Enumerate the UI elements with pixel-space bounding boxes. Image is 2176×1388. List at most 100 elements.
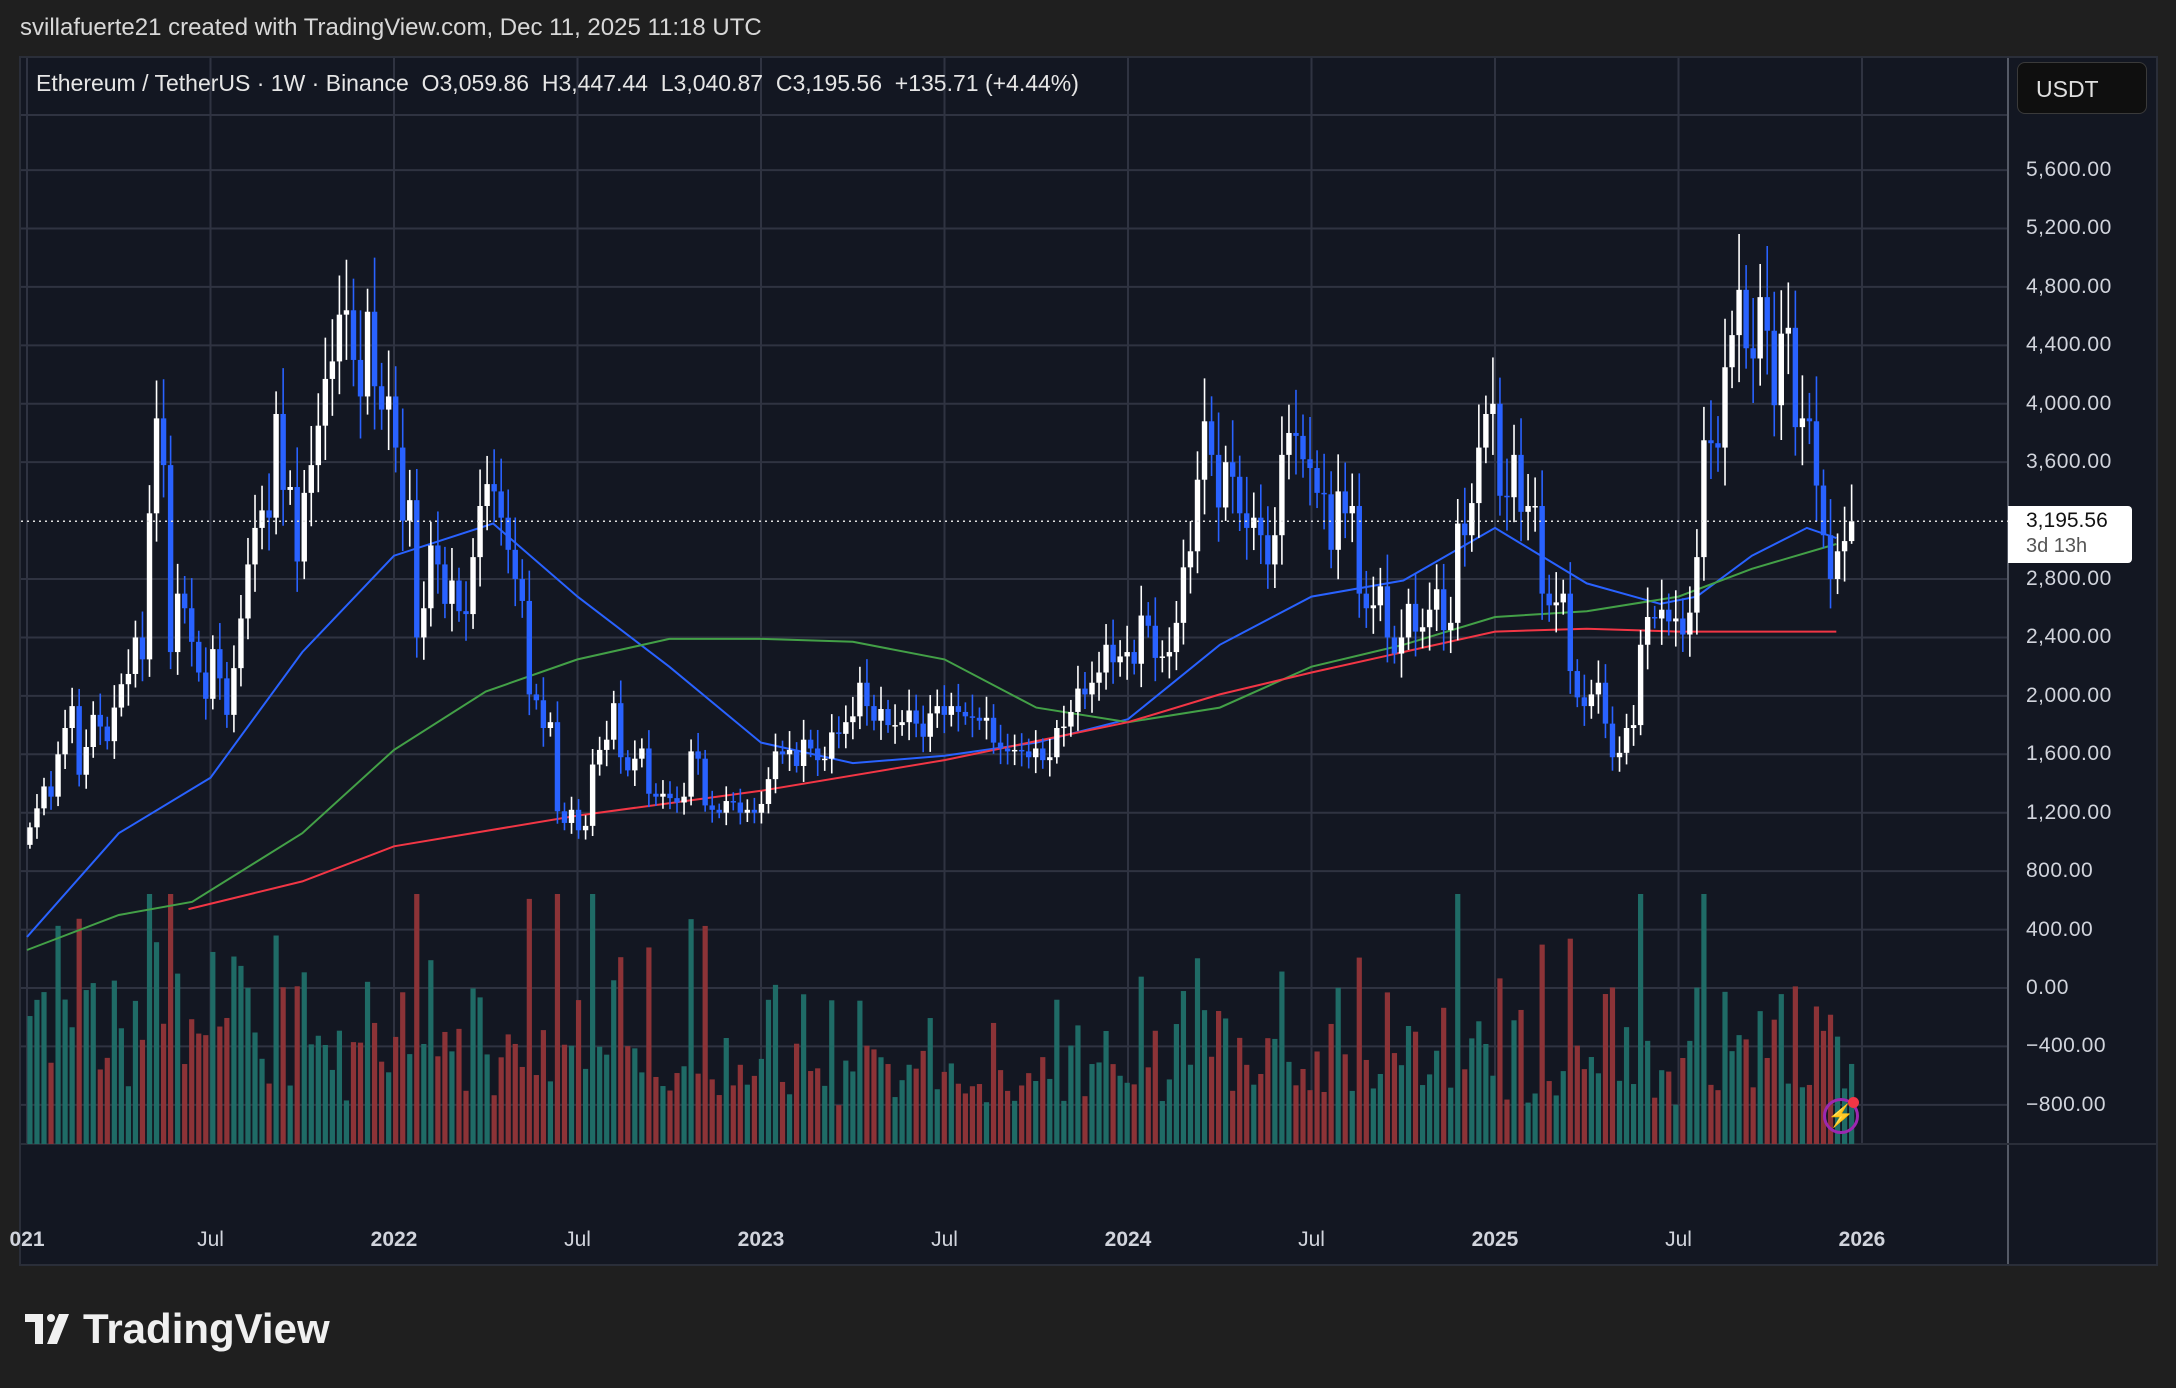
candle-body bbox=[280, 413, 286, 490]
candle-body bbox=[1328, 494, 1334, 550]
time-tick-label: Jul bbox=[931, 1228, 958, 1251]
candle-body bbox=[1469, 503, 1475, 536]
candle-body bbox=[1321, 492, 1327, 495]
volume-bar bbox=[1419, 1085, 1426, 1144]
volume-bar bbox=[407, 1054, 413, 1144]
candle-body bbox=[519, 579, 525, 601]
price-tick-label: 1,600.00 bbox=[2026, 742, 2112, 766]
volume-bar bbox=[463, 1090, 469, 1144]
volume-bar bbox=[843, 1060, 849, 1144]
candle-body bbox=[1750, 348, 1756, 359]
volume-bar bbox=[1771, 1019, 1777, 1144]
volume-bar bbox=[1785, 1083, 1791, 1144]
price-tick-label: 1,200.00 bbox=[2026, 800, 2112, 824]
volume-bar bbox=[69, 1027, 75, 1144]
volume-bar bbox=[920, 1050, 926, 1144]
volume-bar bbox=[674, 1073, 680, 1144]
candle-body bbox=[920, 723, 926, 737]
candle-body bbox=[1391, 637, 1398, 654]
candle-body bbox=[1208, 421, 1215, 455]
volume-bar bbox=[1321, 1091, 1327, 1144]
candle-body bbox=[1152, 625, 1159, 658]
volume-bar bbox=[1616, 1080, 1623, 1144]
volume-bar bbox=[948, 1063, 954, 1144]
volume-bar bbox=[336, 1030, 343, 1144]
volume-bar bbox=[1813, 1006, 1820, 1144]
volume-bar bbox=[273, 935, 279, 1144]
volume-bar bbox=[1054, 999, 1060, 1144]
candle-body bbox=[1497, 403, 1503, 496]
volume-bar bbox=[491, 1095, 497, 1144]
candle-body bbox=[1412, 603, 1419, 632]
volume-bar bbox=[934, 1089, 940, 1144]
volume-bar bbox=[1180, 991, 1187, 1144]
volume-bar bbox=[259, 1058, 265, 1144]
candle-body bbox=[231, 668, 237, 715]
candle-body bbox=[1476, 447, 1482, 504]
volume-bar bbox=[1659, 1070, 1665, 1144]
candle-body bbox=[1637, 644, 1644, 726]
volume-bar bbox=[252, 1032, 258, 1144]
candle-body bbox=[618, 703, 624, 758]
volume-bar bbox=[885, 1064, 891, 1144]
candle-body bbox=[400, 447, 406, 521]
volume-bar bbox=[1026, 1073, 1032, 1144]
candle-body bbox=[421, 608, 427, 638]
candle-body bbox=[1708, 440, 1714, 444]
volume-bar bbox=[301, 972, 307, 1144]
volume-bar bbox=[364, 981, 371, 1144]
volume-bar bbox=[1173, 1024, 1180, 1144]
volume-bar bbox=[34, 999, 40, 1144]
candle-body bbox=[160, 418, 167, 466]
volume-bar bbox=[1722, 991, 1728, 1144]
candle-body bbox=[364, 311, 371, 397]
time-tick-label: Jul bbox=[197, 1228, 224, 1251]
price-tick-label: 2,000.00 bbox=[2026, 683, 2112, 707]
volume-bar bbox=[618, 957, 624, 1144]
candle-body bbox=[1342, 491, 1348, 514]
lightning-icon[interactable]: ⚡ bbox=[1823, 1098, 1859, 1134]
volume-bar bbox=[1595, 1073, 1602, 1144]
candle-body bbox=[1096, 672, 1102, 683]
volume-bar bbox=[1680, 1058, 1686, 1144]
volume-bar bbox=[1504, 1099, 1510, 1144]
volume-bar bbox=[1223, 1018, 1229, 1144]
candle-body bbox=[1455, 523, 1461, 623]
volume-bar bbox=[217, 1026, 223, 1144]
price-tick-label: 4,000.00 bbox=[2026, 391, 2112, 415]
candle-body bbox=[41, 786, 47, 809]
volume-bar bbox=[1405, 1025, 1412, 1144]
volume-bar bbox=[1630, 1084, 1637, 1144]
symbol-name[interactable]: Ethereum / TetherUS · 1W · Binance bbox=[36, 70, 409, 96]
volume-bar bbox=[1356, 957, 1362, 1144]
candle-body bbox=[1532, 506, 1538, 508]
volume-bar bbox=[139, 1039, 146, 1144]
candle-body bbox=[843, 722, 849, 734]
volume-bar bbox=[1567, 938, 1573, 1144]
candle-body bbox=[97, 714, 103, 727]
currency-button[interactable]: USDT bbox=[2017, 62, 2147, 114]
volume-bar bbox=[744, 1084, 750, 1144]
candle-body bbox=[1377, 586, 1384, 606]
price-tick-label: 4,800.00 bbox=[2026, 274, 2112, 298]
candle-body bbox=[1511, 454, 1517, 498]
volume-bar bbox=[428, 960, 434, 1144]
candle-body bbox=[1595, 682, 1602, 695]
volume-bar bbox=[1694, 987, 1700, 1144]
volume-bar bbox=[962, 1093, 968, 1144]
candle-body bbox=[224, 678, 230, 715]
volume-bar bbox=[688, 919, 694, 1144]
volume-bar bbox=[1124, 1082, 1130, 1144]
volume-bar bbox=[836, 1105, 842, 1144]
candle-body bbox=[1370, 605, 1377, 609]
candle-body bbox=[1025, 751, 1032, 758]
candle-body bbox=[315, 425, 322, 466]
candle-body bbox=[1743, 289, 1749, 349]
candle-body bbox=[343, 310, 350, 315]
volume-bar bbox=[1546, 1081, 1552, 1144]
volume-bar bbox=[955, 1083, 961, 1144]
volume-bar bbox=[857, 1000, 863, 1144]
volume-bar bbox=[1293, 1085, 1299, 1144]
candle-body bbox=[1827, 535, 1834, 580]
